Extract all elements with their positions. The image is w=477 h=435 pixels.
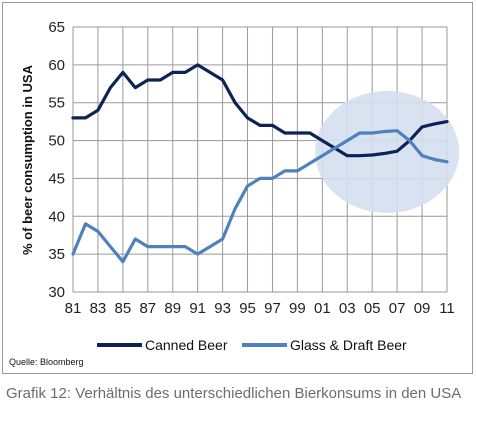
x-tick-label: 99 xyxy=(289,300,306,317)
x-axis-ticks: 81 83 85 87 89 91 93 95 97 99 01 03 05 07 09 11 xyxy=(65,300,455,317)
x-tick-label: 85 xyxy=(115,300,132,317)
x-tick-label: 87 xyxy=(139,300,156,317)
x-tick-label: 03 xyxy=(339,300,356,317)
x-tick-label: 09 xyxy=(414,300,431,317)
x-tick-label: 83 xyxy=(90,300,107,317)
y-tick-label: 60 xyxy=(48,57,65,74)
x-tick-label: 01 xyxy=(314,300,331,317)
y-tick-label: 30 xyxy=(48,284,65,301)
x-tick-label: 93 xyxy=(214,300,231,317)
x-tick-label: 89 xyxy=(164,300,181,317)
y-tick-label: 50 xyxy=(48,133,65,150)
y-tick-label: 40 xyxy=(48,208,65,225)
figure-caption: Grafik 12: Verhältnis des unterschiedlic… xyxy=(6,385,462,402)
x-tick-label: 95 xyxy=(239,300,256,317)
x-tick-label: 97 xyxy=(264,300,281,317)
series-line-canned-beer xyxy=(71,63,449,158)
y-tick-label: 35 xyxy=(48,246,65,263)
legend: Canned Beer Glass & Draft Beer xyxy=(97,337,407,353)
x-tick-label: 05 xyxy=(364,300,381,317)
x-tick-label: 11 xyxy=(439,300,455,317)
x-tick-label: 81 xyxy=(65,300,82,317)
source-note: Quelle: Bloomberg xyxy=(9,357,84,367)
legend-label-glass-draft-beer: Glass & Draft Beer xyxy=(290,337,407,353)
line-chart: 30 35 40 45 50 55 60 65 81 83 85 87 89 91 93 95 97 99 01 0… xyxy=(20,19,460,353)
y-axis-ticks: 30 35 40 45 50 55 60 65 xyxy=(48,19,65,301)
y-tick-label: 45 xyxy=(48,170,65,187)
y-tick-label: 65 xyxy=(48,19,65,36)
series-layer xyxy=(71,63,449,264)
legend-label-canned-beer: Canned Beer xyxy=(145,337,228,353)
x-tick-label: 91 xyxy=(189,300,206,317)
x-tick-label: 07 xyxy=(389,300,406,317)
y-axis-label: % of beer consumption in USA xyxy=(20,64,35,255)
y-tick-label: 55 xyxy=(48,95,65,112)
series-line-glass-draft-beer xyxy=(71,129,449,264)
